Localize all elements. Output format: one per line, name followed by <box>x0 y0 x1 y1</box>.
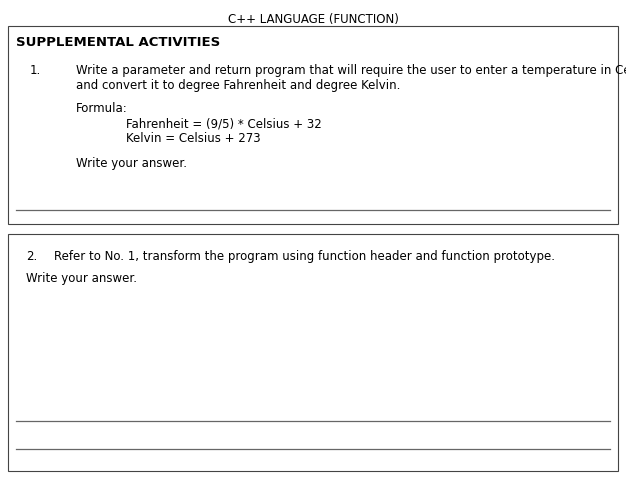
Text: and convert it to degree Fahrenheit and degree Kelvin.: and convert it to degree Fahrenheit and … <box>76 79 401 92</box>
Bar <box>8 26 618 224</box>
Text: Write your answer.: Write your answer. <box>26 272 137 285</box>
Text: SUPPLEMENTAL ACTIVITIES: SUPPLEMENTAL ACTIVITIES <box>16 36 220 49</box>
Bar <box>8 234 618 471</box>
Text: Fahrenheit = (9/5) * Celsius + 32: Fahrenheit = (9/5) * Celsius + 32 <box>126 117 322 130</box>
Text: 1.: 1. <box>30 64 41 77</box>
Text: Write a parameter and return program that will require the user to enter a tempe: Write a parameter and return program tha… <box>76 64 626 77</box>
Text: Write your answer.: Write your answer. <box>76 157 187 170</box>
Text: C++ LANGUAGE (FUNCTION): C++ LANGUAGE (FUNCTION) <box>228 13 398 26</box>
Text: Formula:: Formula: <box>76 102 128 115</box>
Text: Refer to No. 1, transform the program using function header and function prototy: Refer to No. 1, transform the program us… <box>54 250 555 263</box>
Text: Kelvin = Celsius + 273: Kelvin = Celsius + 273 <box>126 132 260 145</box>
Text: 2.: 2. <box>26 250 38 263</box>
